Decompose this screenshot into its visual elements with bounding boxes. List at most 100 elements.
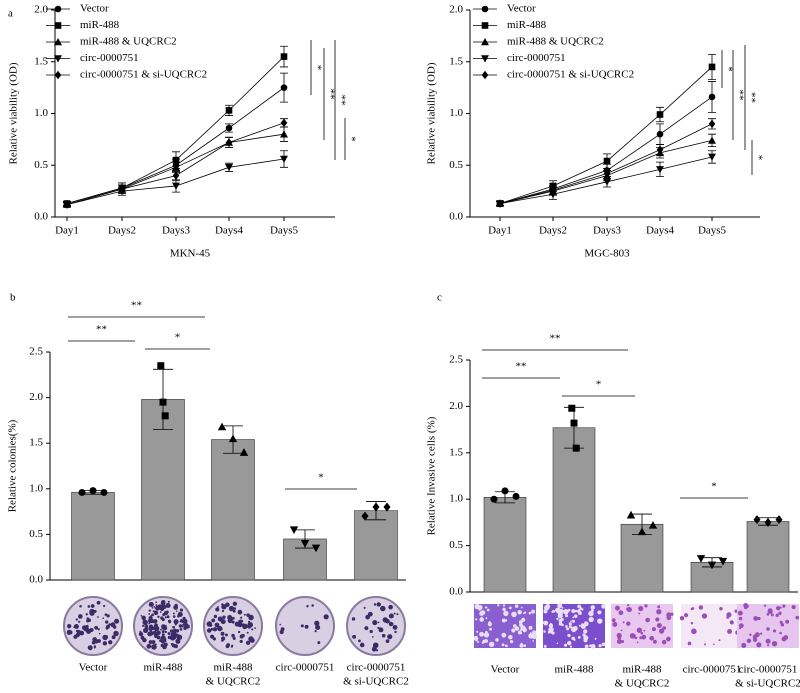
data-point (157, 362, 165, 370)
significance-label: ** (733, 90, 745, 101)
cell (658, 628, 665, 634)
cell (508, 606, 512, 610)
legend-label: circ-0000751 & si-UQCRC2 (80, 69, 207, 81)
cell (641, 635, 646, 640)
cell (597, 618, 603, 624)
colony (155, 605, 161, 611)
cell (573, 614, 578, 618)
colony (160, 637, 166, 643)
cell (779, 606, 782, 609)
colony (394, 630, 397, 634)
cell (719, 607, 723, 611)
cell (501, 618, 506, 623)
colony (114, 618, 120, 624)
cell (756, 642, 762, 648)
colony (155, 625, 158, 628)
colony (214, 622, 220, 628)
data-point (570, 419, 578, 427)
colony (216, 606, 219, 608)
colony (164, 616, 167, 619)
x-tick-label: Days4 (646, 225, 675, 237)
cell (701, 613, 708, 619)
cell (573, 638, 576, 642)
colony (218, 626, 221, 628)
colony (172, 612, 175, 615)
colony (75, 632, 80, 638)
colony (311, 604, 314, 607)
cell (483, 632, 490, 638)
colony (86, 617, 89, 620)
colony (220, 627, 223, 631)
colony (89, 608, 95, 615)
cell (727, 629, 733, 634)
data-point (289, 526, 299, 535)
cell (644, 604, 648, 608)
cell (477, 640, 480, 644)
cell (597, 610, 602, 615)
colony (210, 627, 214, 631)
x-tick-label: Day1 (488, 225, 512, 237)
y-axis-label: Relative Invasive cells (%) (426, 416, 438, 535)
data-point (280, 155, 288, 163)
cell (578, 611, 582, 615)
data-point (603, 157, 611, 165)
data-point (549, 185, 557, 195)
data-point (225, 107, 233, 114)
cell (770, 613, 774, 617)
cell (636, 641, 639, 644)
data-point (239, 448, 249, 456)
data-point (656, 111, 664, 118)
y-tick-label: 2.0 (449, 400, 463, 412)
colony (76, 629, 81, 634)
category-label: circ-0000751 (683, 664, 742, 676)
colony (232, 636, 236, 640)
cell (566, 627, 570, 631)
cell (485, 617, 488, 620)
cell (612, 621, 618, 627)
data-point (172, 163, 180, 171)
colony (167, 632, 171, 635)
cell (564, 643, 568, 647)
colony (90, 604, 95, 608)
cell (511, 611, 517, 618)
colony (161, 599, 166, 605)
colony (148, 626, 154, 632)
colony (142, 624, 145, 627)
y-tick-label: 0.0 (29, 574, 43, 586)
cell (570, 626, 577, 632)
colony (323, 614, 329, 620)
x-tick-label: Days2 (108, 225, 136, 237)
cell (544, 605, 550, 611)
colony (102, 617, 105, 620)
cell (670, 612, 674, 616)
significance-label: ** (516, 361, 527, 373)
cell (791, 605, 796, 610)
cell (666, 615, 672, 621)
y-tick-label: 2.0 (29, 391, 43, 403)
colony (173, 605, 179, 610)
cell (521, 617, 526, 622)
colony (85, 613, 88, 616)
legend-label: miR-488 & UQCRC2 (507, 36, 604, 48)
colony (206, 621, 213, 627)
cell (698, 605, 704, 610)
colony (358, 639, 361, 643)
colony (178, 624, 183, 628)
cell (520, 606, 523, 609)
colony (239, 634, 244, 639)
legend-marker (54, 55, 62, 63)
bar (620, 523, 664, 593)
colony (211, 618, 216, 623)
cell (616, 638, 622, 644)
data-point (217, 422, 227, 431)
cell (763, 604, 767, 607)
colony (206, 628, 212, 633)
y-tick-label: 0.5 (34, 159, 48, 171)
y-axis-label: Relative colonies(%) (7, 419, 19, 512)
panel-label: a (8, 8, 13, 20)
cell (567, 633, 571, 638)
colony (162, 624, 166, 628)
cell (690, 621, 694, 625)
colony (373, 603, 377, 606)
cell (691, 607, 695, 610)
